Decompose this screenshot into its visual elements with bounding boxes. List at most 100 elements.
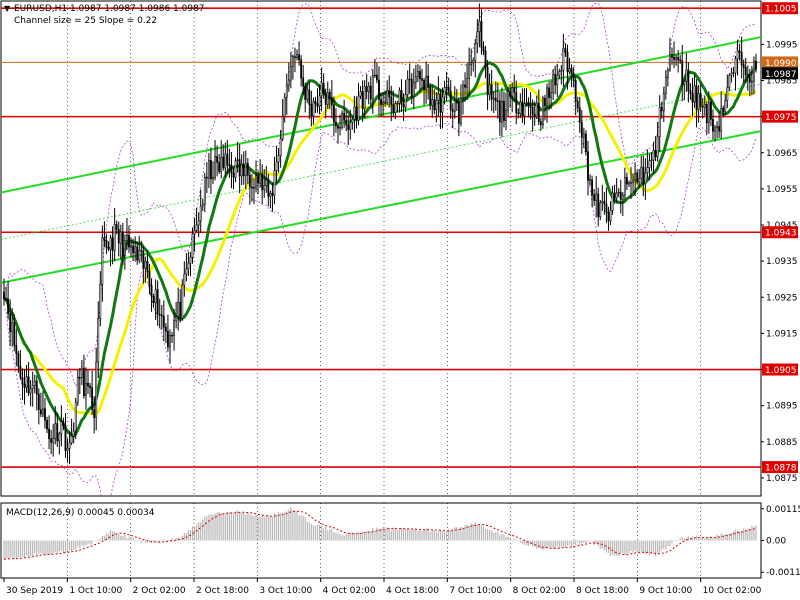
macd-bar	[589, 540, 591, 542]
candle-body	[158, 314, 161, 316]
macd-bar	[755, 525, 757, 541]
macd-bar	[558, 540, 560, 549]
macd-bar	[470, 523, 472, 541]
macd-bar	[243, 512, 245, 541]
macd-bar	[605, 540, 608, 553]
macd-bar	[267, 515, 269, 541]
candle-body	[494, 97, 497, 102]
macd-bar	[101, 535, 103, 541]
candle-body	[539, 121, 542, 125]
macd-bar	[335, 533, 337, 541]
macd-bar	[152, 540, 155, 543]
candle-body	[11, 322, 14, 333]
macd-bar	[370, 531, 372, 541]
candle-body	[482, 46, 485, 52]
macd-bar	[562, 540, 565, 548]
candle-body	[449, 90, 452, 110]
candle-body	[35, 380, 38, 395]
macd-bar	[130, 536, 132, 541]
candle-body	[298, 54, 300, 61]
macd-bar	[181, 535, 183, 541]
macd-bar	[298, 515, 300, 541]
candle-body	[343, 112, 346, 121]
x-tick-label: 8 Oct 18:00	[576, 586, 629, 596]
candle-body	[423, 80, 425, 91]
macd-bar	[183, 532, 185, 541]
macd-bar	[40, 540, 42, 554]
candle-body	[488, 84, 491, 95]
macd-bar	[402, 528, 405, 541]
candle-body	[416, 71, 419, 77]
macd-bar	[5, 540, 7, 560]
candle-body	[398, 89, 401, 104]
candle-body	[460, 97, 462, 124]
candle-body	[39, 409, 42, 415]
macd-bar	[499, 535, 501, 541]
candle-body	[72, 430, 75, 437]
candle-body	[519, 101, 522, 114]
candle-body	[134, 246, 137, 254]
candle-body	[666, 69, 669, 78]
macd-bar	[95, 540, 97, 542]
candle-body	[222, 156, 225, 169]
macd-bar	[458, 528, 460, 541]
candle-body	[70, 435, 73, 444]
y-tick-label: 1.0955	[766, 185, 798, 195]
macd-bar	[239, 512, 241, 541]
macd-bar	[241, 512, 243, 541]
macd-bar	[171, 538, 173, 541]
macd-bar	[439, 530, 442, 541]
candle-body	[464, 84, 466, 88]
macd-bar	[556, 540, 558, 547]
macd-bar	[677, 540, 679, 541]
candle-body	[29, 388, 32, 394]
macd-bar	[208, 514, 210, 541]
macd-bar	[99, 538, 101, 541]
macd-bar	[654, 540, 657, 557]
candle-body	[699, 93, 702, 107]
macd-bar	[38, 540, 40, 554]
chart-menu-arrow-icon[interactable]: ▼	[4, 4, 11, 13]
candle-body	[279, 138, 282, 156]
macd-bar	[32, 540, 34, 557]
macd-bar	[573, 540, 575, 544]
candle-body	[703, 104, 706, 108]
macd-bar	[64, 540, 67, 553]
candle-body	[302, 77, 305, 87]
candle-body	[433, 99, 436, 111]
candle-body	[44, 408, 46, 421]
candle-body	[410, 79, 413, 98]
candle-body	[443, 87, 446, 98]
candle-body	[728, 74, 731, 88]
macd-bar	[167, 540, 169, 542]
candle-body	[531, 107, 534, 115]
macd-bar	[603, 540, 605, 551]
macd-bar	[232, 513, 235, 541]
candle-body	[294, 56, 296, 58]
macd-bar	[753, 526, 755, 541]
candle-body	[595, 193, 598, 201]
candle-body	[181, 284, 184, 319]
macd-bar	[318, 524, 321, 541]
macd-bar	[628, 540, 630, 554]
macd-bar	[695, 535, 698, 541]
macd-bar	[745, 529, 747, 541]
candle-body	[318, 95, 321, 107]
y-tick-label: 1.0915	[766, 329, 798, 339]
macd-bar	[36, 540, 38, 556]
macd-bar	[521, 540, 524, 545]
candle-body	[718, 126, 721, 132]
candle-body	[201, 203, 204, 207]
candle-body	[509, 90, 512, 97]
candle-body	[712, 119, 714, 132]
macd-title: MACD(12,26,9) 0.00045 0.00034	[6, 508, 155, 518]
candle-body	[529, 105, 532, 108]
candle-body	[62, 421, 65, 426]
candle-body	[648, 160, 651, 168]
candle-body	[99, 283, 102, 319]
candle-body	[400, 89, 403, 105]
candle-body	[275, 161, 278, 171]
candle-body	[617, 191, 620, 194]
macd-bar	[263, 516, 265, 541]
candle-body	[13, 322, 16, 346]
